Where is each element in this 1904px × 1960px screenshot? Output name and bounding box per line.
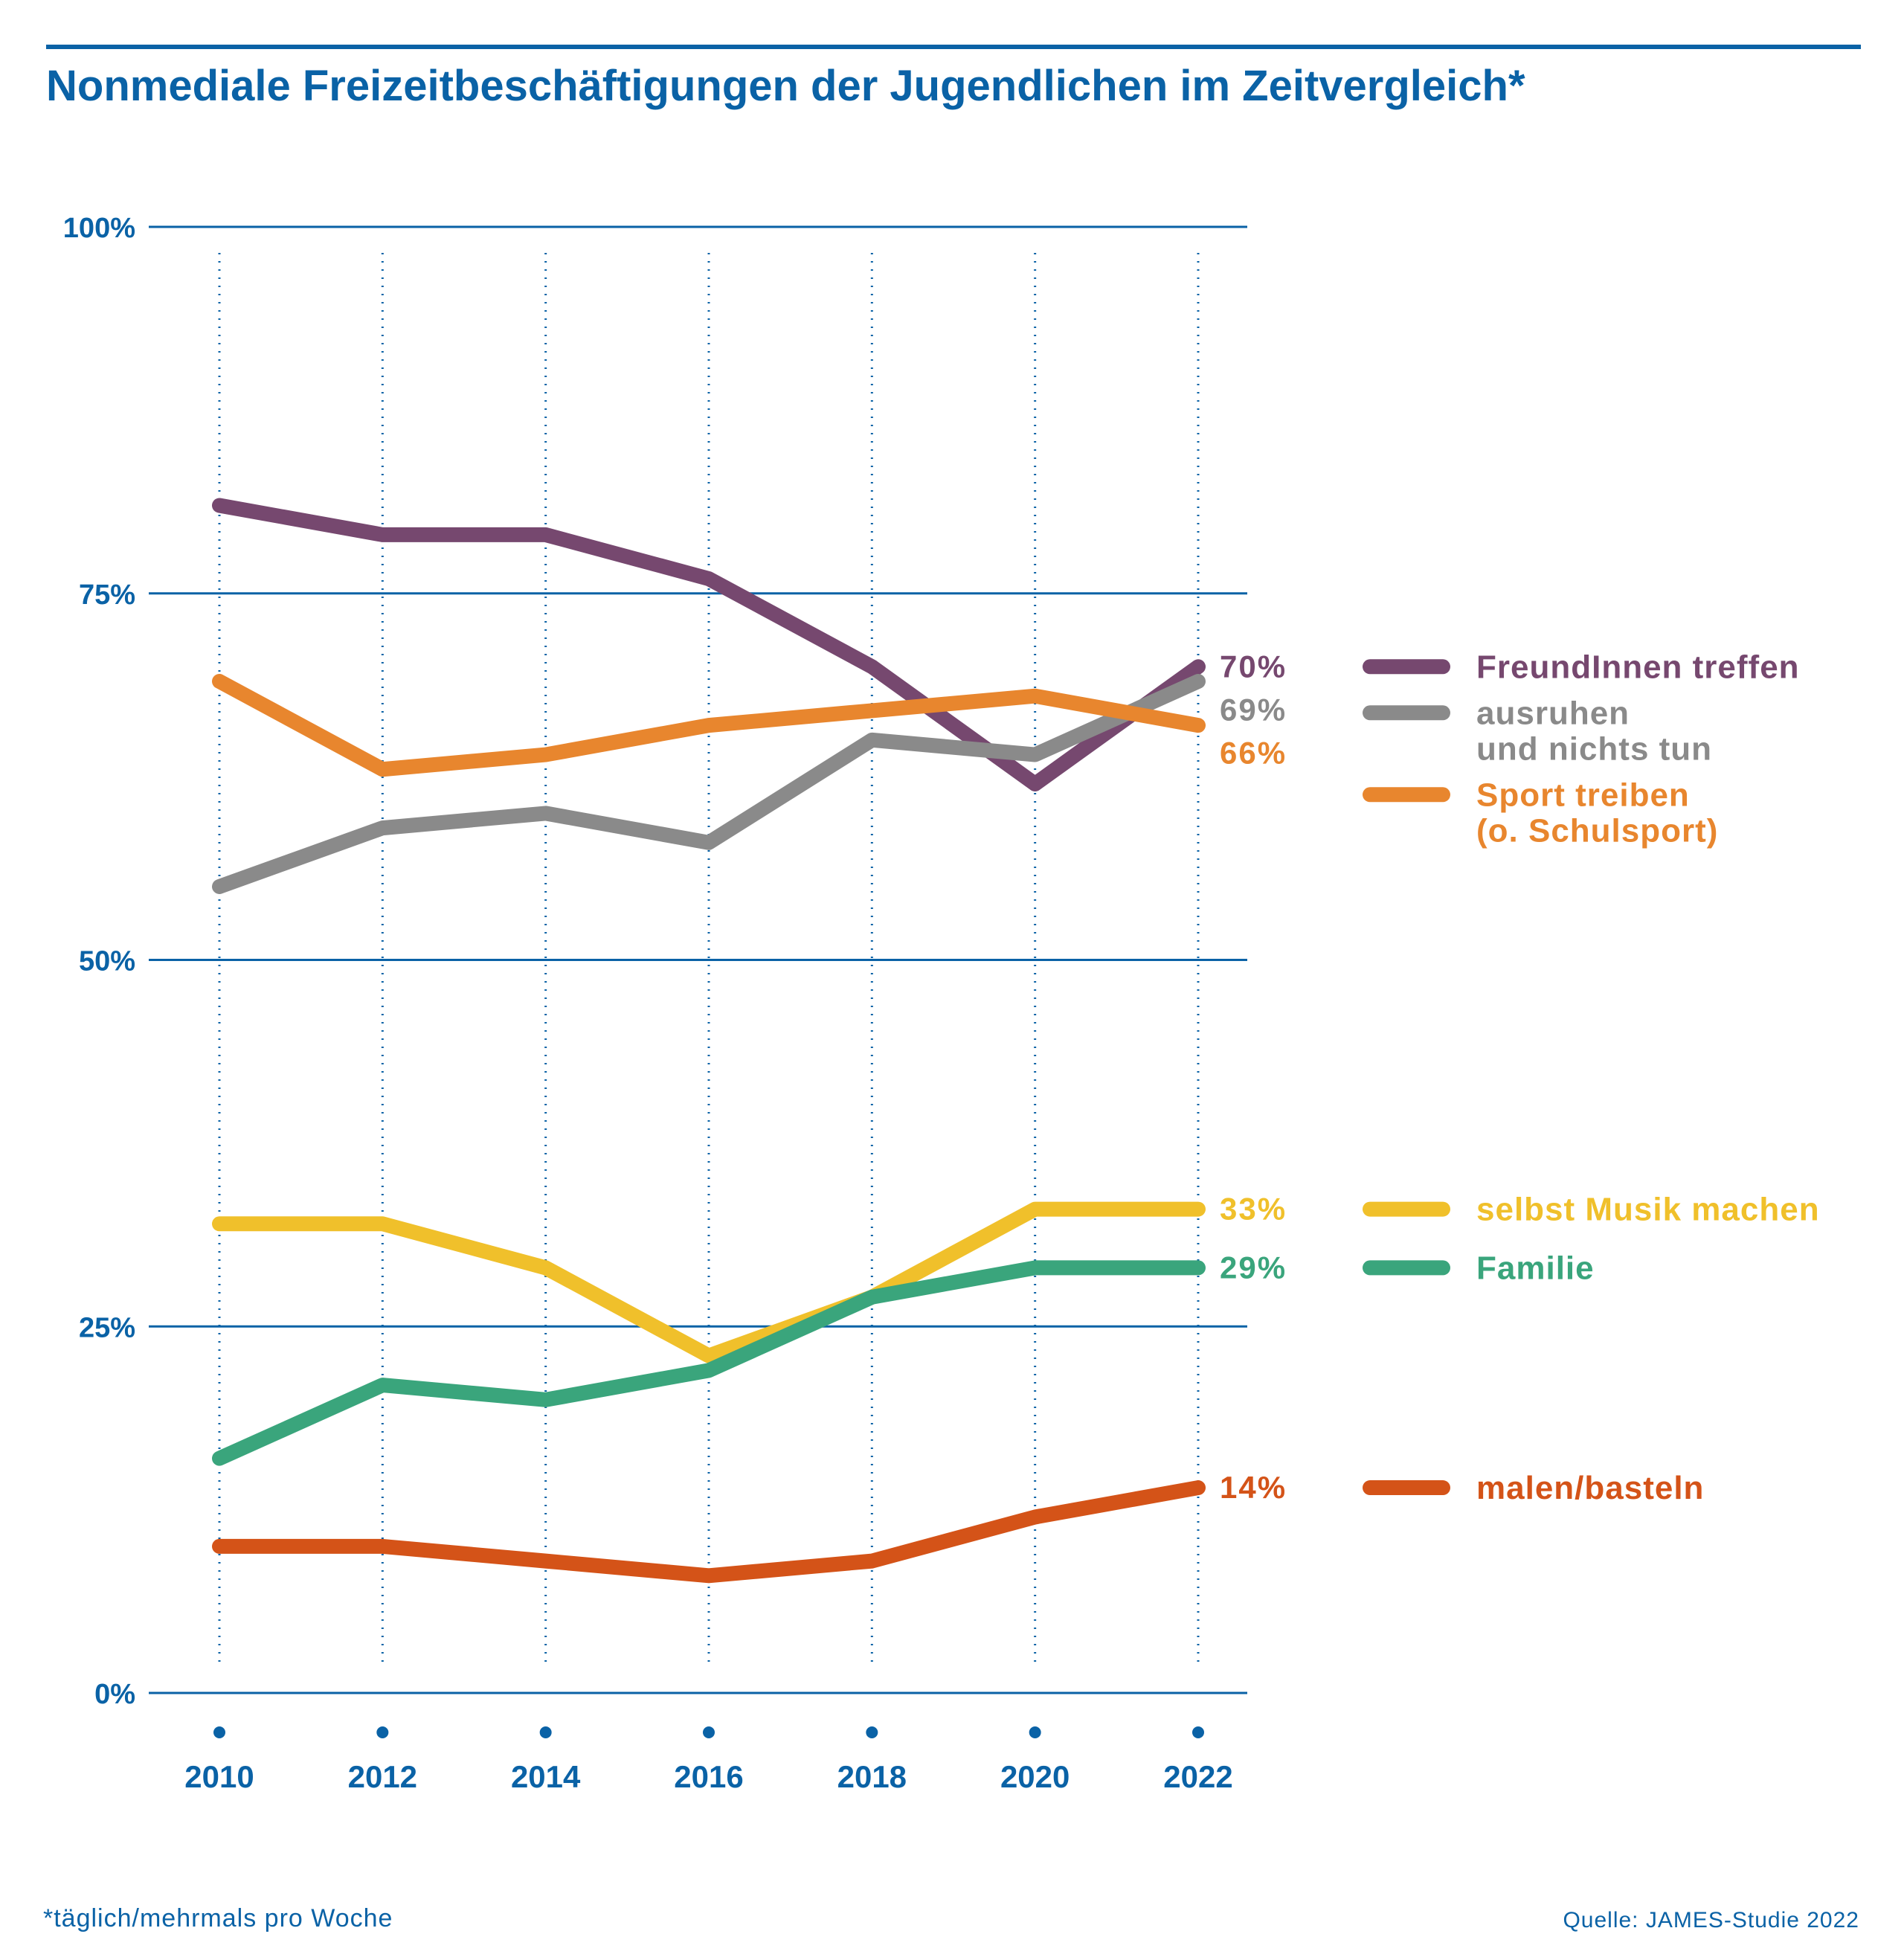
end-value-label: 29% <box>1220 1250 1287 1285</box>
x-tick-label: 2020 <box>1000 1759 1070 1794</box>
x-tick-label: 2014 <box>511 1759 581 1794</box>
x-tick-label: 2010 <box>184 1759 254 1794</box>
source-note: Quelle: JAMES-Studie 2022 <box>1563 1908 1859 1932</box>
series-line-freundinnen-treffen <box>212 498 1206 791</box>
series-line-familie <box>212 1260 1206 1466</box>
grid <box>149 225 1247 1694</box>
x-tick-dot <box>213 1726 225 1738</box>
end-value-label: 14% <box>1220 1470 1287 1505</box>
legend-label-freundinnen-treffen: FreundInnen treffen <box>1476 649 1800 685</box>
legend-label-selbst-musik-machen: selbst Musik machen <box>1476 1192 1820 1228</box>
legend-label-sport-treiben-o-schulsport: (o. Schulsport) <box>1476 812 1718 849</box>
series-lines <box>212 498 1206 1584</box>
y-tick-label: 25% <box>79 1312 135 1343</box>
x-tick-dot <box>1029 1726 1041 1738</box>
series-line-sport-treiben-o-schulsport <box>212 674 1206 777</box>
y-axis-ticks: 0% 25% 50% 75% 100% <box>63 213 135 1710</box>
y-tick-label: 100% <box>63 213 135 244</box>
end-value-label: 33% <box>1220 1192 1287 1227</box>
end-value-label: 69% <box>1220 692 1287 727</box>
legend-label-familie: Familie <box>1476 1250 1595 1286</box>
end-value-label: 66% <box>1220 735 1287 770</box>
footnote: *täglich/mehrmals pro Woche <box>43 1904 393 1932</box>
end-value-label: 70% <box>1220 649 1287 684</box>
y-tick-label: 0% <box>94 1679 135 1710</box>
x-tick-dot <box>539 1726 552 1738</box>
legend-label-ausruhen-und-nichts-tun: und nichts tun <box>1476 730 1712 767</box>
series-line-ausruhen-und-nichts-tun <box>212 674 1206 894</box>
x-tick-label: 2018 <box>837 1759 907 1794</box>
top-rule <box>46 45 1861 49</box>
x-tick-dot <box>376 1726 389 1738</box>
end-labels: 70% 69% 66% 33% 29% 14% <box>1220 649 1287 1505</box>
legend-label-malen-basteln: malen/basteln <box>1476 1470 1704 1506</box>
x-tick-label: 2022 <box>1163 1759 1232 1794</box>
legend-label-ausruhen-und-nichts-tun: ausruhen <box>1476 695 1630 731</box>
y-tick-label: 75% <box>79 579 135 611</box>
x-tick-label: 2012 <box>348 1759 417 1794</box>
x-axis-ticks: 2010 2012 2014 2016 2018 2020 2022 <box>184 1726 1233 1794</box>
y-tick-label: 50% <box>79 946 135 977</box>
x-tick-dot <box>703 1726 715 1738</box>
series-line-malen-basteln <box>212 1480 1206 1584</box>
series-line-selbst-musik-machen <box>212 1201 1206 1363</box>
x-tick-dot <box>1192 1726 1204 1738</box>
legend-label-sport-treiben-o-schulsport: Sport treiben <box>1476 777 1690 813</box>
x-tick-dot <box>866 1726 878 1738</box>
page-title: Nonmediale Freizeitbeschäftigungen der J… <box>46 62 1525 110</box>
x-tick-label: 2016 <box>674 1759 743 1794</box>
